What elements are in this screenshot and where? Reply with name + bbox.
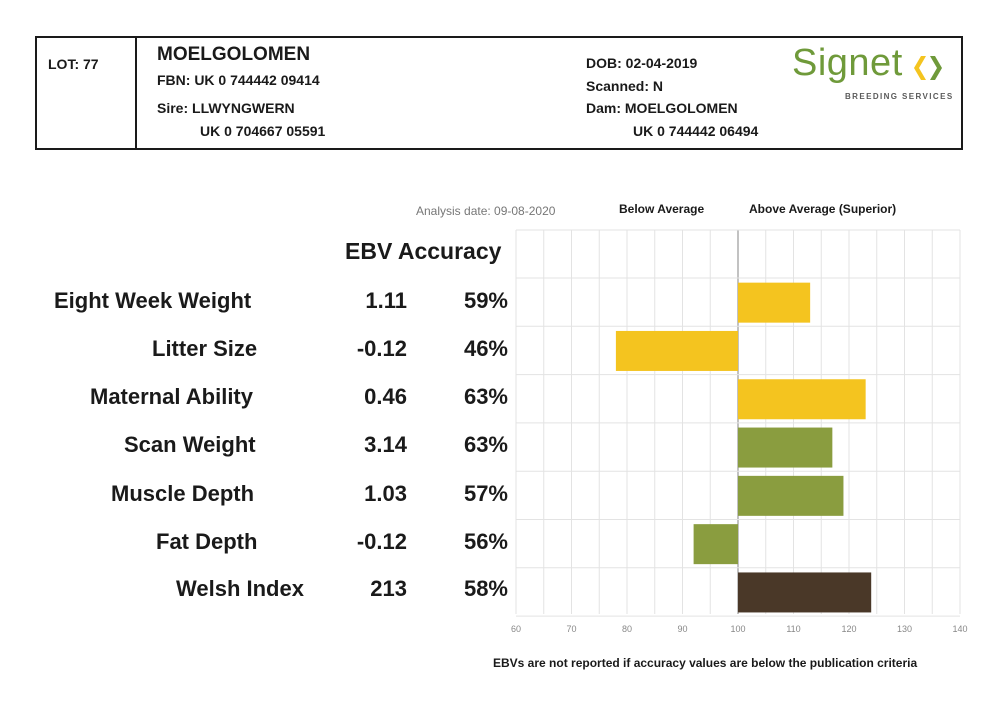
accuracy-value: 59% (463, 288, 508, 313)
x-tick-label: 140 (952, 624, 967, 634)
above-average-label: Above Average (Superior) (749, 202, 897, 216)
trait-label: Litter Size (152, 336, 258, 361)
date-of-birth: DOB: 02-04-2019 (586, 55, 698, 71)
accuracy-value: 63% (463, 384, 508, 409)
accuracy-value: 46% (463, 336, 508, 361)
ebv-value: 0.46 (364, 384, 407, 409)
ebv-value: 213 (370, 576, 407, 601)
bar-eight-week-weight (738, 282, 811, 323)
bar-maternal-ability (738, 379, 866, 420)
trait-label: Muscle Depth (111, 481, 255, 506)
ebv-value: 3.14 (364, 432, 407, 457)
bar-welsh-index (738, 572, 872, 613)
accuracy-value: 56% (463, 529, 508, 554)
x-tick-label: 60 (511, 624, 521, 634)
trait-label: Maternal Ability (90, 384, 253, 409)
ebv-value: -0.12 (356, 529, 407, 554)
column-header: EBV Accuracy (345, 238, 502, 264)
ebv-value: -0.12 (356, 336, 407, 361)
trait-label: Scan Weight (124, 432, 256, 457)
chart-bars (615, 282, 872, 613)
footnote: EBVs are not reported if accuracy values… (493, 656, 918, 670)
trait-label: Eight Week Weight (54, 288, 252, 313)
lot-cell: LOT: 77 (37, 38, 137, 148)
bar-litter-size (615, 330, 738, 371)
trait-label: Welsh Index (176, 576, 304, 601)
fbn: FBN: UK 0 744442 09414 (157, 72, 320, 88)
dam-name: Dam: MOELGOLOMEN (586, 100, 738, 116)
analysis-date: Analysis date: 09-08-2020 (416, 204, 556, 218)
chart-tick-labels: 60 70 80 90 100 110 120 130 140 (511, 624, 968, 634)
accuracy-value: 57% (463, 481, 508, 506)
bar-muscle-depth (738, 475, 844, 516)
x-tick-label: 110 (786, 624, 800, 634)
bar-scan-weight (738, 427, 833, 468)
logo-wordmark: Signet (792, 42, 903, 84)
animal-header: LOT: 77 MOELGOLOMEN FBN: UK 0 744442 094… (35, 36, 963, 150)
x-tick-label: 80 (622, 624, 632, 634)
bar-fat-depth (693, 524, 738, 565)
sire-name: Sire: LLWYNGWERN (157, 100, 295, 116)
sire-id: UK 0 704667 05591 (200, 123, 326, 139)
trait-label: Fat Depth (156, 529, 258, 554)
x-tick-label: 120 (841, 624, 856, 634)
logo-subtitle: BREEDING SERVICES (845, 92, 954, 101)
x-tick-label: 100 (730, 624, 745, 634)
accuracy-value: 58% (463, 576, 508, 601)
animal-name: MOELGOLOMEN (157, 44, 311, 65)
signet-logo: Signet BREEDING SERVICES (792, 42, 954, 101)
x-tick-label: 70 (566, 624, 576, 634)
below-average-label: Below Average (619, 202, 705, 216)
accuracy-value: 63% (463, 432, 508, 457)
dam-id: UK 0 744442 06494 (633, 123, 759, 139)
x-tick-label: 130 (897, 624, 912, 634)
logo-chevrons-icon (914, 56, 942, 80)
x-tick-label: 90 (677, 624, 687, 634)
ebv-value: 1.03 (364, 481, 407, 506)
lot-number: LOT: 77 (48, 56, 99, 72)
ebv-value: 1.11 (365, 288, 407, 313)
scanned-status: Scanned: N (586, 78, 664, 94)
